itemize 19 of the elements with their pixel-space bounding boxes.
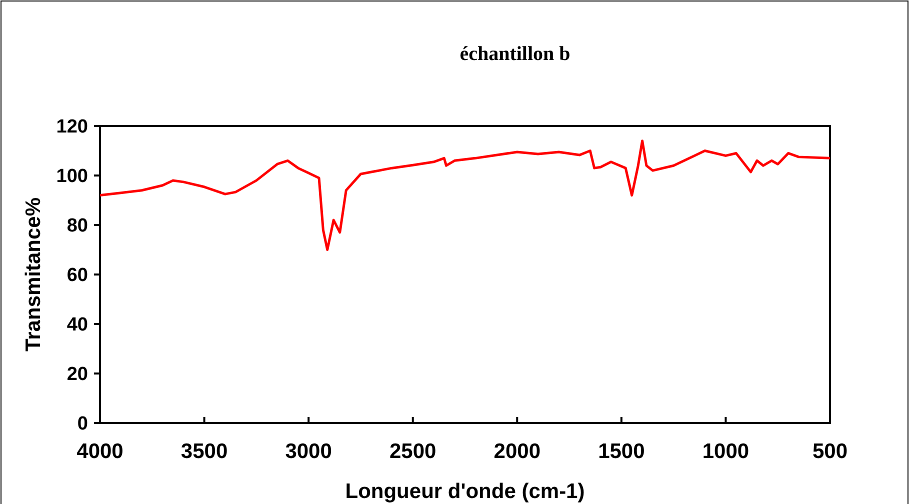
y-tick-label: 60: [66, 265, 88, 286]
x-tick-label: 500: [812, 440, 848, 463]
x-tick-label: 4000: [76, 440, 124, 463]
y-tick-label: 120: [56, 116, 88, 138]
y-axis-title: Transmitance%: [22, 197, 45, 352]
x-tick-label: 2500: [390, 440, 436, 463]
y-tick-label: 40: [66, 314, 88, 336]
x-tick-label: 1500: [598, 440, 645, 463]
y-tick-label: 0: [77, 414, 88, 435]
x-tick-label: 2000: [494, 440, 540, 463]
y-tick-label: 80: [66, 216, 88, 237]
y-tick-label: 20: [66, 364, 88, 386]
x-tick-label: 3000: [285, 440, 332, 463]
y-tick-label: 100: [56, 166, 88, 188]
line-series: [98, 140, 832, 251]
x-tick-label: 3500: [180, 440, 228, 463]
x-tick-label: 1000: [702, 440, 750, 463]
x-axis-title: Longueur d'onde (cm-1): [345, 480, 585, 503]
chart-title: échantillon b: [460, 43, 570, 65]
